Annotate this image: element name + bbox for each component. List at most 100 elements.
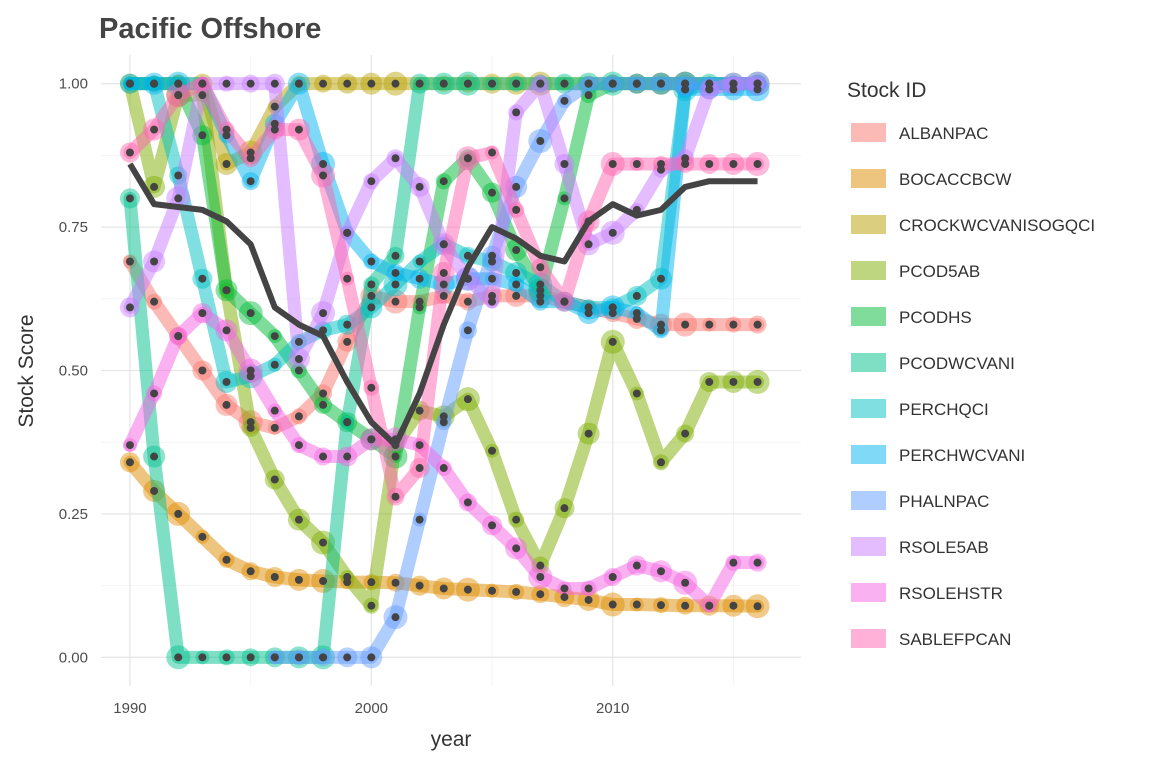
data-point <box>705 320 714 329</box>
data-point <box>439 280 448 289</box>
data-point <box>174 79 183 88</box>
data-point <box>488 188 497 197</box>
data-point <box>608 600 617 609</box>
data-point <box>488 257 497 266</box>
data-point <box>415 441 424 450</box>
data-point <box>488 274 497 283</box>
data-point <box>536 590 545 599</box>
data-point <box>463 585 472 594</box>
x-tick-label: 2010 <box>596 700 629 717</box>
data-point <box>560 297 569 306</box>
data-point <box>198 366 207 375</box>
data-point <box>439 268 448 277</box>
data-point <box>512 268 521 277</box>
data-point <box>608 303 617 312</box>
data-point <box>463 498 472 507</box>
legend-label: PERCHQCI <box>899 400 989 419</box>
data-point <box>367 383 376 392</box>
legend-key <box>851 307 886 326</box>
legend-key <box>851 123 886 142</box>
data-point <box>657 601 665 610</box>
data-point <box>463 154 472 163</box>
data-point <box>657 567 665 576</box>
legend-label: PERCHWCVANI <box>899 446 1025 465</box>
data-point <box>415 257 424 266</box>
data-point <box>125 458 134 467</box>
data-point <box>753 320 762 329</box>
data-point <box>536 79 545 88</box>
data-point <box>294 515 303 524</box>
data-point <box>270 102 279 111</box>
legend-item-bocaccbcw: BOCACCBCW <box>851 169 1011 189</box>
legend-item-phalnpac: PHALNPAC <box>851 491 989 511</box>
data-point <box>367 578 376 587</box>
data-point <box>415 303 424 312</box>
data-point <box>270 119 279 128</box>
data-point <box>319 159 328 168</box>
y-tick-label: 0.25 <box>59 506 88 523</box>
data-point <box>150 297 159 306</box>
data-point <box>319 400 328 409</box>
data-point <box>150 257 159 266</box>
data-point <box>391 79 400 88</box>
legend-item-perchwcvani: PERCHWCVANI <box>851 445 1025 465</box>
data-point <box>512 182 521 191</box>
data-point <box>198 91 207 100</box>
y-tick-label: 1.00 <box>59 76 88 93</box>
data-point <box>584 429 593 438</box>
data-point <box>294 337 303 346</box>
data-point <box>174 332 183 341</box>
data-point <box>150 182 159 191</box>
data-point <box>367 653 376 662</box>
data-point <box>439 79 448 88</box>
data-point <box>512 587 521 596</box>
data-point <box>705 159 714 168</box>
data-point <box>463 274 472 283</box>
data-point <box>488 251 497 260</box>
data-point <box>343 653 352 662</box>
data-point <box>657 326 665 335</box>
legend-label: PCODHS <box>899 308 972 327</box>
data-point <box>753 85 762 94</box>
legend-item-pcod5ab: PCOD5AB <box>851 261 980 281</box>
data-point <box>729 320 738 329</box>
data-point <box>608 79 617 88</box>
data-point <box>246 177 255 186</box>
data-point <box>343 79 352 88</box>
data-point <box>319 79 328 88</box>
data-point <box>198 131 207 140</box>
data-point <box>439 177 448 186</box>
data-point <box>294 125 303 134</box>
data-point <box>294 412 303 421</box>
data-point <box>246 154 255 163</box>
data-point <box>125 303 134 312</box>
data-point <box>608 309 617 318</box>
data-point <box>246 423 255 432</box>
data-point <box>150 79 159 88</box>
data-point <box>584 595 593 604</box>
data-point <box>198 274 207 283</box>
data-point <box>294 366 303 375</box>
data-point <box>198 532 207 541</box>
data-point <box>512 280 521 289</box>
data-point <box>681 578 690 587</box>
data-point <box>536 297 545 306</box>
data-point <box>536 280 545 289</box>
data-point <box>439 291 448 300</box>
mean-line-layer <box>127 162 758 449</box>
legend-item-crockwcvanisogqci: CROCKWCVANISOGQCI <box>851 215 1095 235</box>
legend-item-perchqci: PERCHQCI <box>851 399 989 419</box>
data-point <box>681 429 690 438</box>
data-point <box>536 286 545 295</box>
data-point <box>270 475 279 484</box>
data-point <box>367 435 376 444</box>
data-point <box>632 205 641 214</box>
data-point <box>174 194 183 203</box>
data-point <box>488 521 497 530</box>
data-point <box>512 108 521 117</box>
data-point <box>319 452 328 461</box>
data-point <box>729 159 738 168</box>
data-point <box>439 584 448 593</box>
data-point <box>343 228 352 237</box>
data-point <box>488 148 497 157</box>
